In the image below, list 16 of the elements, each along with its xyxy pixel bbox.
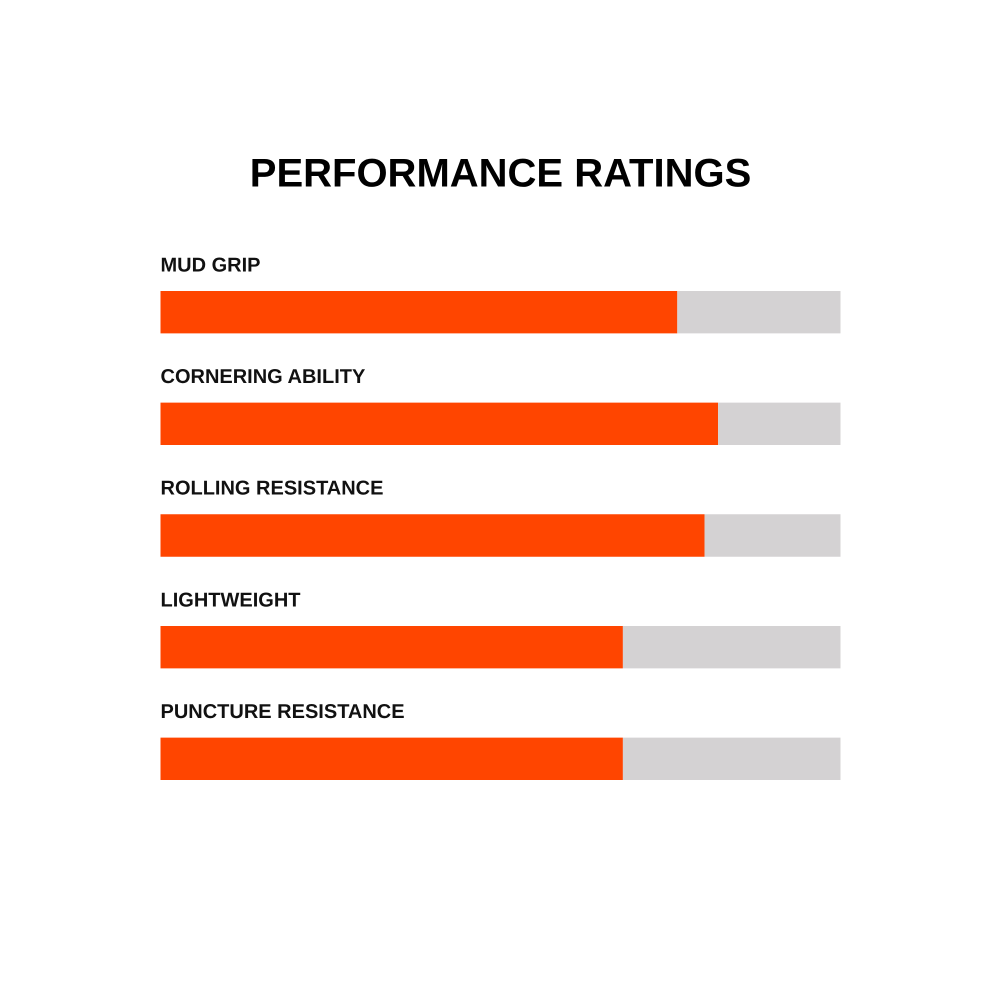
bar bbox=[622, 626, 840, 668]
y-tick-label: ROLLING RESISTANCE bbox=[160, 478, 384, 500]
bar bbox=[160, 738, 623, 780]
y-tick-label: LIGHTWEIGHT bbox=[160, 589, 300, 612]
bar bbox=[160, 290, 678, 334]
bar bbox=[718, 402, 840, 446]
bar bbox=[160, 402, 718, 446]
bar bbox=[160, 514, 704, 557]
bar bbox=[677, 290, 840, 334]
chart-title: PERFORMANCE RATINGS bbox=[250, 152, 752, 196]
y-tick-label: CORNERING ABILITY bbox=[160, 366, 366, 388]
y-tick-label: MUD GRIP bbox=[160, 254, 260, 276]
y-tick-label: PUNCTURE RESISTANCE bbox=[160, 700, 405, 723]
bar bbox=[160, 626, 623, 668]
bar bbox=[622, 738, 840, 780]
bar bbox=[704, 514, 840, 557]
